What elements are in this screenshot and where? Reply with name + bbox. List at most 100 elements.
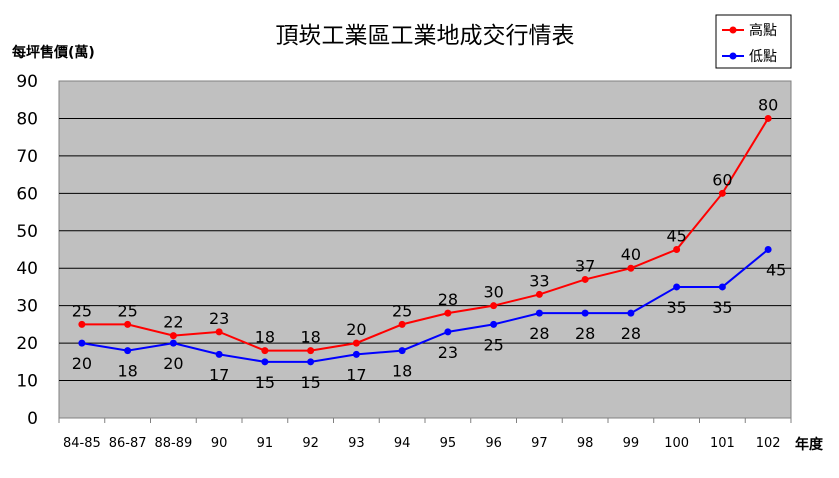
gridlines [59, 117, 791, 382]
y-tick-label: 70 [16, 147, 38, 167]
y-tick-label: 40 [16, 259, 38, 279]
point-high [535, 290, 543, 298]
point-high [124, 320, 132, 328]
data-label-high: 45 [666, 227, 686, 246]
y-tick-label: 10 [16, 372, 38, 392]
point-low [307, 358, 315, 366]
legend-box [715, 14, 792, 69]
data-label-high: 60 [712, 170, 732, 189]
point-low [124, 347, 132, 355]
x-tick-label: 94 [394, 436, 411, 451]
point-low [398, 347, 406, 355]
data-label-low: 28 [575, 324, 595, 343]
point-high [169, 332, 177, 340]
data-label-low: 25 [483, 335, 503, 354]
x-tick-label: 90 [211, 436, 228, 451]
data-label-low: 23 [438, 343, 458, 362]
point-high [490, 302, 498, 310]
data-label-low: 35 [666, 298, 686, 317]
point-low [718, 283, 726, 291]
x-tick-label: 97 [531, 436, 548, 451]
x-tick-label: 100 [664, 436, 689, 451]
data-label-high: 18 [300, 328, 320, 347]
point-low [169, 339, 177, 347]
data-label-high: 25 [117, 301, 137, 320]
data-label-high: 23 [209, 309, 229, 328]
point-high [444, 309, 452, 317]
legend-marker-high [729, 26, 737, 34]
data-label-low: 20 [163, 354, 183, 373]
data-label-low: 28 [529, 324, 549, 343]
data-label-high: 18 [255, 328, 275, 347]
legend-label-high: 高點 [749, 22, 777, 39]
x-tick-label: 95 [440, 436, 457, 451]
point-high [764, 114, 772, 122]
point-high [718, 189, 726, 197]
data-label-low: 17 [209, 365, 229, 384]
data-labels: 25 25 22 23 18 18 20 25 28 30 33 37 40 45 60 80 20 18 20 17… [72, 95, 787, 391]
data-label-high: 33 [529, 271, 549, 290]
y-tick-label: 0 [27, 409, 38, 429]
data-label-low: 45 [766, 261, 786, 280]
point-high [398, 320, 406, 328]
point-low [764, 246, 772, 253]
data-label-low: 15 [255, 373, 275, 392]
data-label-low: 18 [117, 362, 137, 381]
point-high [261, 347, 269, 355]
plot-area [58, 80, 792, 419]
point-high [627, 264, 635, 272]
y-tick-label: 80 [16, 109, 38, 129]
data-label-high: 20 [346, 320, 366, 339]
point-high [581, 275, 589, 283]
data-label-high: 40 [621, 245, 641, 264]
data-label-low: 28 [621, 324, 641, 343]
point-low [581, 309, 589, 317]
point-low [78, 339, 86, 347]
data-label-high: 28 [438, 290, 458, 309]
data-label-high: 22 [163, 313, 183, 332]
y-tick-label: 90 [16, 72, 38, 92]
y-tick-label: 20 [16, 334, 38, 354]
data-label-high: 37 [575, 256, 595, 275]
point-high [352, 339, 360, 347]
data-label-low: 17 [346, 365, 366, 384]
data-label-low: 35 [712, 298, 732, 317]
point-high [215, 328, 223, 336]
point-low [352, 350, 360, 358]
x-tick-label: 102 [756, 436, 781, 451]
series-line-low [81, 248, 769, 363]
point-low [444, 328, 452, 336]
data-label-high: 25 [392, 301, 412, 320]
x-tick-label: 93 [348, 436, 365, 451]
chart-title: 頂崁工業區工業地成交行情表 [276, 23, 575, 49]
point-low [673, 283, 681, 291]
series-line-high [81, 117, 769, 352]
x-tick-label: 91 [257, 436, 274, 451]
y-axis-label: 每坪售價(萬) [12, 44, 95, 61]
point-high [673, 246, 681, 253]
point-low [261, 358, 269, 366]
y-tick-label: 50 [16, 222, 38, 242]
point-low [535, 309, 543, 317]
x-tick-label: 99 [623, 436, 640, 451]
legend-label-low: 低點 [749, 49, 777, 65]
axes: 0 10 20 30 40 50 60 70 80 90 84-85 86-87 88-89 90 91 92… [16, 72, 792, 451]
x-tick-label: 96 [485, 436, 502, 451]
point-low [215, 350, 223, 358]
y-tick-label: 60 [16, 184, 38, 204]
point-high [78, 320, 86, 328]
x-tick-label: 88-89 [154, 436, 192, 451]
y-tick-label: 30 [16, 297, 38, 317]
data-label-low: 20 [72, 354, 92, 373]
x-tick-label: 92 [302, 436, 319, 451]
data-label-low: 18 [392, 362, 412, 381]
x-tick-label: 86-87 [109, 436, 147, 451]
x-axis-label: 年度 [795, 436, 824, 453]
point-low [490, 320, 498, 328]
data-label-high: 80 [758, 95, 778, 114]
x-tick-label: 101 [710, 436, 735, 451]
series [78, 114, 772, 366]
data-label-high: 30 [483, 283, 503, 302]
x-tick-label: 84-85 [63, 436, 101, 451]
